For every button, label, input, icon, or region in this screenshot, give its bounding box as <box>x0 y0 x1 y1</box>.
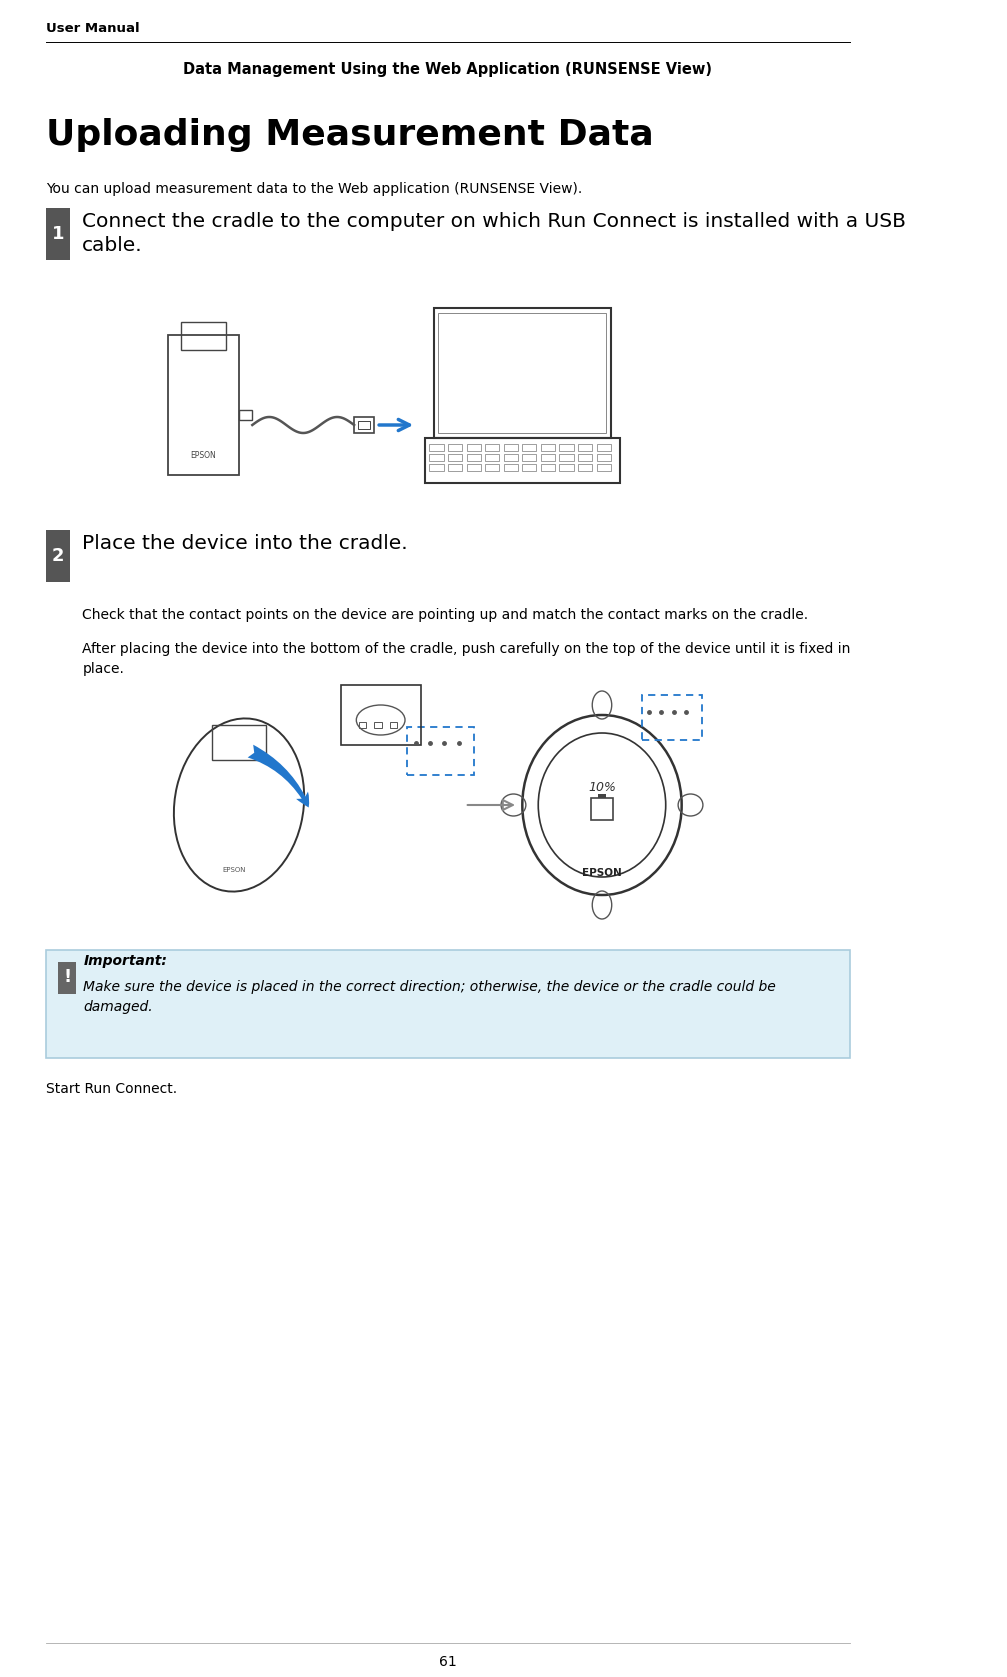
Bar <box>523 465 537 471</box>
Bar <box>448 444 462 451</box>
Bar <box>560 454 574 461</box>
Bar <box>523 454 537 461</box>
Bar <box>523 444 537 451</box>
Bar <box>466 444 480 451</box>
Text: You can upload measurement data to the Web application (RUNSENSE View).: You can upload measurement data to the W… <box>46 183 582 196</box>
Bar <box>485 444 499 451</box>
Bar <box>578 465 592 471</box>
Bar <box>597 444 611 451</box>
Bar <box>466 454 480 461</box>
Text: After placing the device into the bottom of the cradle, push carefully on the to: After placing the device into the bottom… <box>83 642 851 676</box>
Text: EPSON: EPSON <box>582 869 622 879</box>
Bar <box>591 798 612 820</box>
Bar <box>58 963 77 994</box>
Bar <box>504 465 518 471</box>
Bar <box>448 454 462 461</box>
Bar <box>504 444 518 451</box>
Bar <box>448 465 462 471</box>
Bar <box>429 454 443 461</box>
Bar <box>46 530 69 582</box>
Text: 10%: 10% <box>588 780 616 793</box>
Bar <box>354 418 374 433</box>
Text: 2: 2 <box>51 547 64 565</box>
Text: Uploading Measurement Data: Uploading Measurement Data <box>46 117 654 153</box>
Text: Data Management Using the Web Application (RUNSENSE View): Data Management Using the Web Applicatio… <box>183 62 712 77</box>
Bar <box>560 444 574 451</box>
Text: Place the device into the cradle.: Place the device into the cradle. <box>83 533 408 553</box>
Bar <box>391 723 398 728</box>
Bar <box>407 728 473 775</box>
Bar <box>541 444 555 451</box>
Bar <box>46 208 69 260</box>
Text: EPSON: EPSON <box>223 867 247 874</box>
Bar <box>429 444 443 451</box>
Text: 1: 1 <box>51 225 64 243</box>
Bar <box>485 465 499 471</box>
Bar <box>181 322 226 350</box>
Bar <box>168 335 239 475</box>
Bar <box>239 409 253 419</box>
Bar <box>541 465 555 471</box>
Bar <box>541 454 555 461</box>
Text: Connect the cradle to the computer on which Run Connect is installed with a USB
: Connect the cradle to the computer on wh… <box>83 211 906 255</box>
Bar <box>212 724 266 760</box>
Text: Check that the contact points on the device are pointing up and match the contac: Check that the contact points on the dev… <box>83 609 809 622</box>
Bar <box>504 454 518 461</box>
Text: Important:: Important: <box>84 954 167 968</box>
Bar <box>560 465 574 471</box>
Bar <box>485 454 499 461</box>
FancyBboxPatch shape <box>46 949 850 1058</box>
Bar <box>597 793 606 798</box>
Text: EPSON: EPSON <box>190 451 217 459</box>
Bar <box>578 444 592 451</box>
Bar <box>340 684 421 745</box>
Bar <box>434 309 611 438</box>
Bar <box>466 465 480 471</box>
Bar <box>597 465 611 471</box>
Text: 61: 61 <box>439 1655 457 1669</box>
Bar <box>357 421 370 429</box>
Text: !: ! <box>63 968 71 986</box>
Bar <box>425 438 619 483</box>
Bar <box>375 723 382 728</box>
Bar <box>438 314 606 433</box>
Bar <box>358 723 366 728</box>
Text: Make sure the device is placed in the correct direction; otherwise, the device o: Make sure the device is placed in the co… <box>84 979 776 1015</box>
Text: Start Run Connect.: Start Run Connect. <box>46 1082 177 1097</box>
Bar <box>578 454 592 461</box>
Text: User Manual: User Manual <box>46 22 140 35</box>
Bar <box>641 694 702 740</box>
Bar <box>597 454 611 461</box>
Bar <box>429 465 443 471</box>
